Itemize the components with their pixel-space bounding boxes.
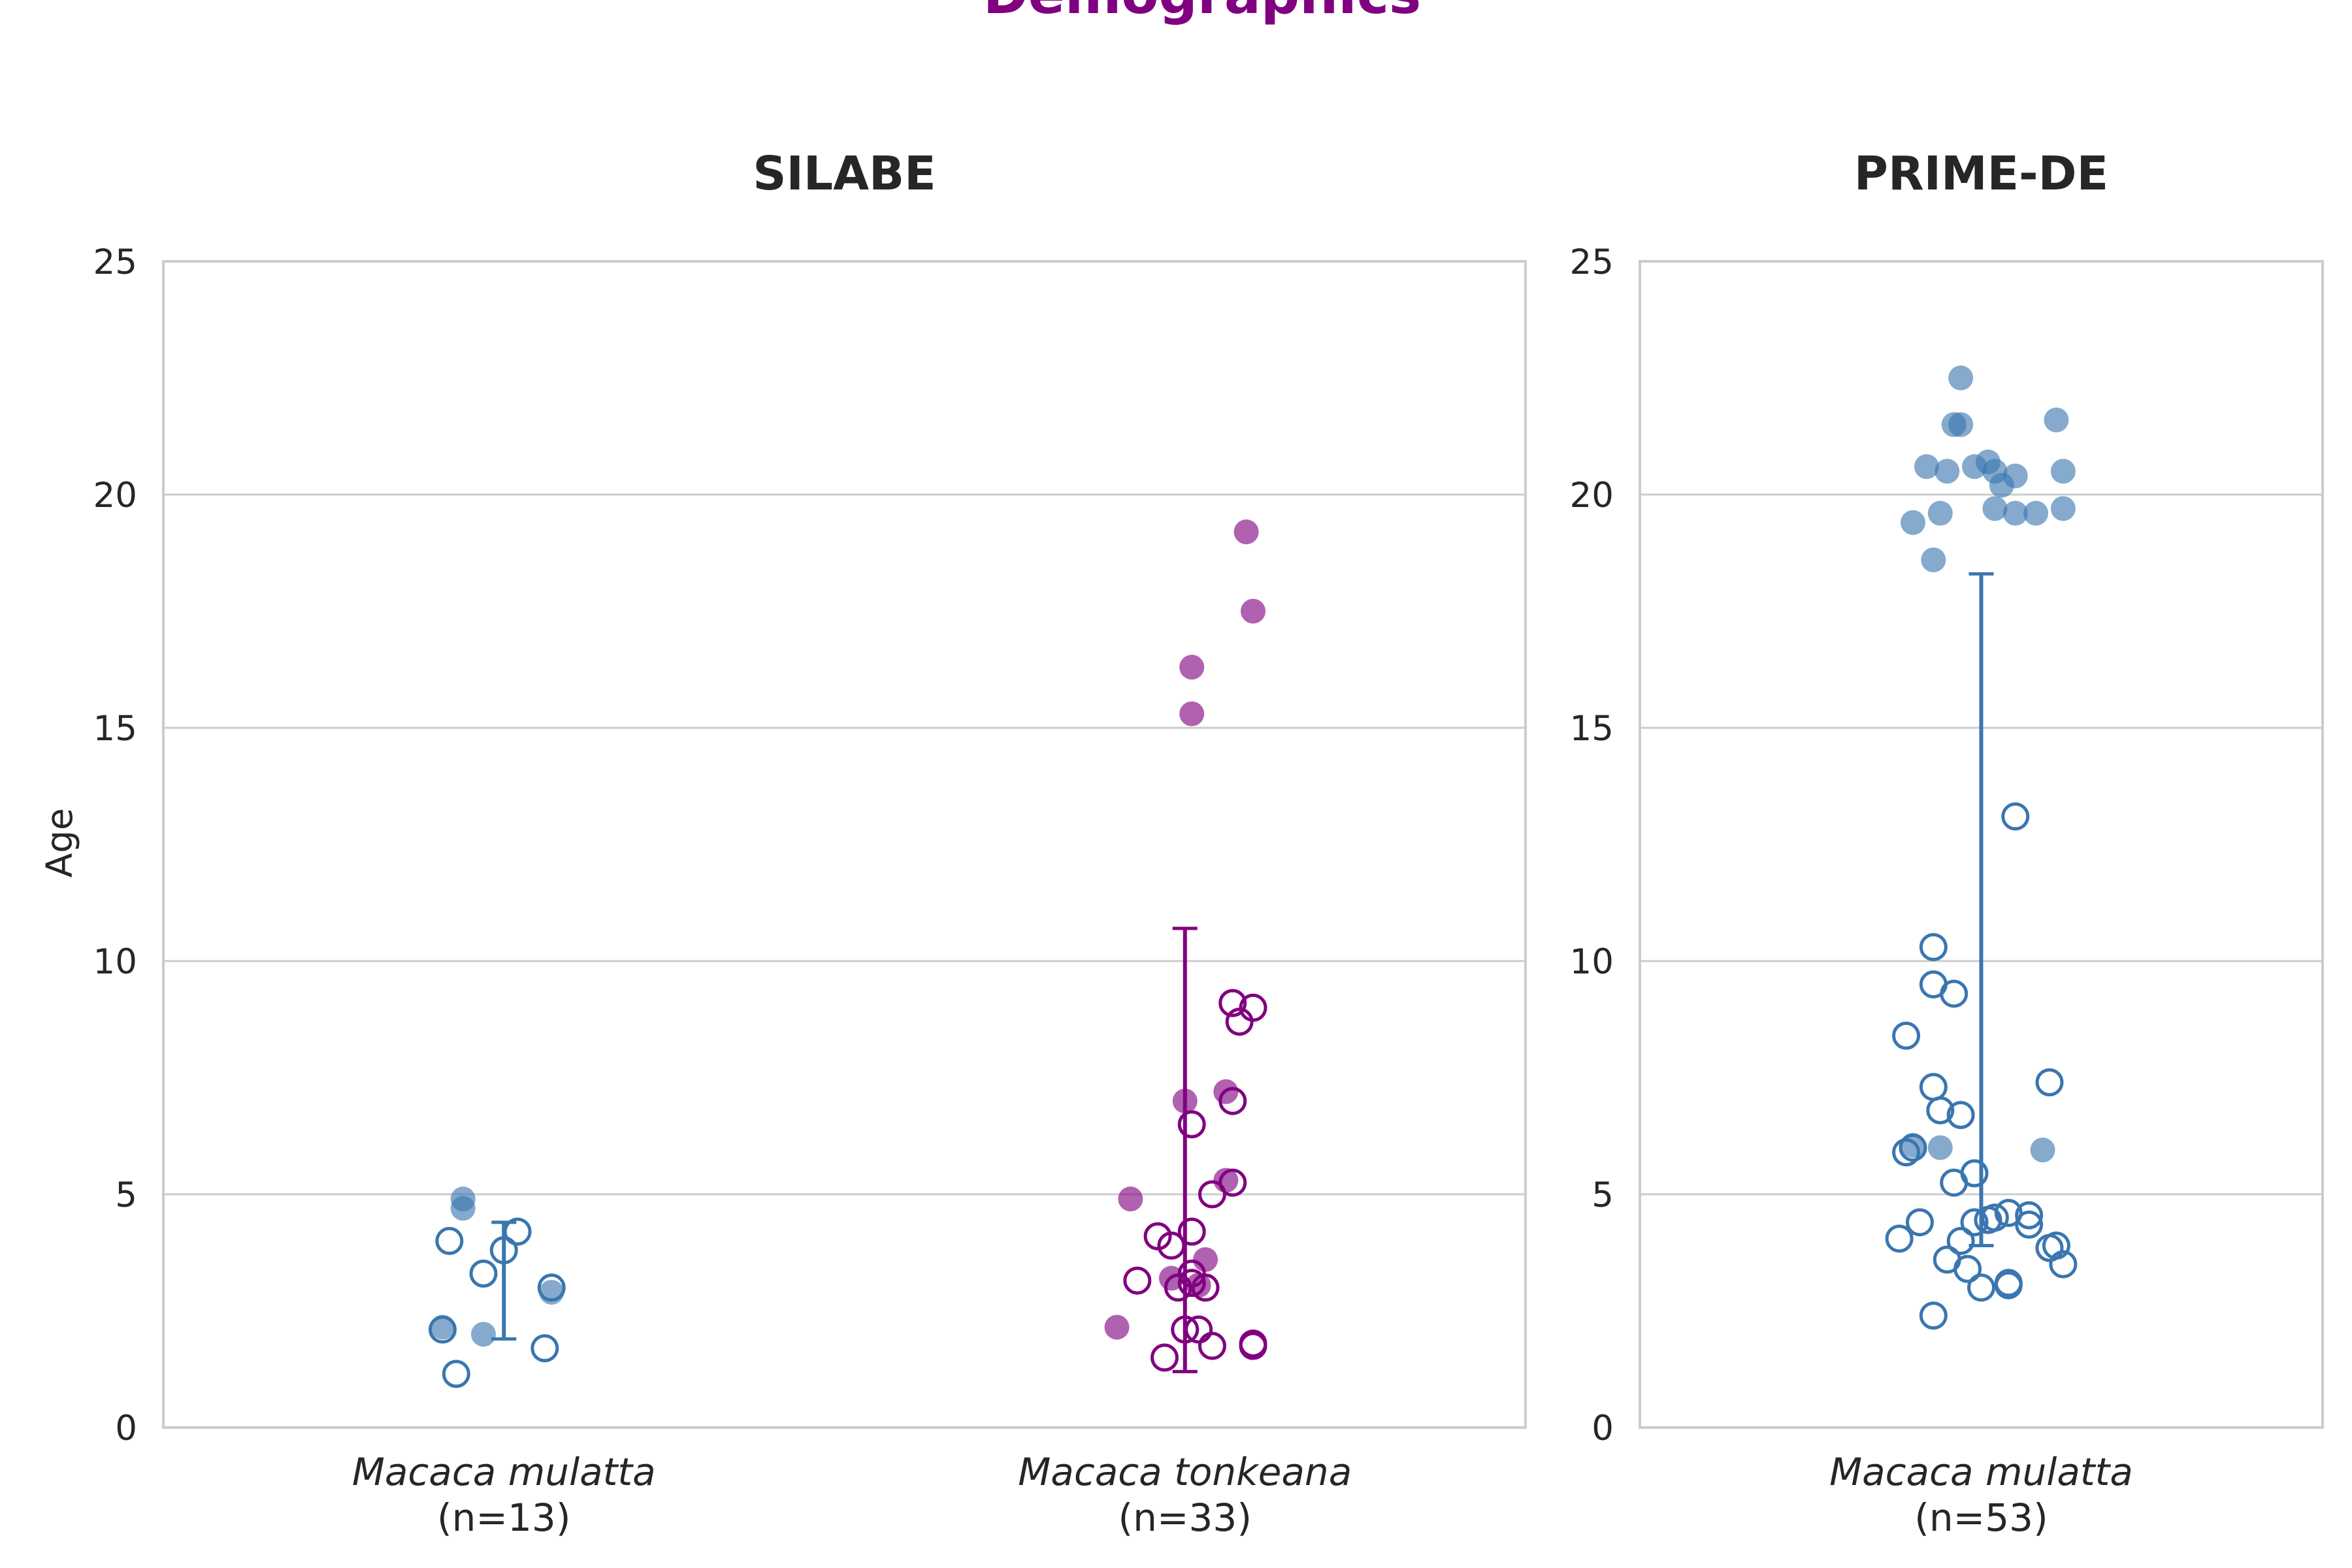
data-point-open [1892,1138,1921,1167]
data-point-open [531,1334,559,1363]
data-point-open [1946,1226,1975,1255]
data-point-open [2001,802,2030,831]
data-point-open [435,1226,464,1255]
data-point-open [1899,1134,1927,1162]
data-point-open [442,1360,470,1388]
y-tick-label: 10 [93,942,137,982]
data-point-filled [1982,496,2008,521]
category-count-label: (n=53) [1914,1495,2048,1540]
data-point-filled [2050,459,2076,484]
panel-prime-de: PRIME-DE 0 5 10 15 20 25 Macaca mulatta(n=53) [1570,146,2324,1540]
data-point-filled [1989,472,2014,498]
data-point-open [469,1259,498,1288]
data-point-open [2015,1201,2044,1230]
y-tick-label: 20 [93,476,137,515]
data-point-filled [1233,519,1259,545]
data-point-open [1946,1101,1975,1130]
data-point-filled [2050,496,2076,521]
data-point-open [1177,1110,1206,1139]
data-point-open [1940,979,1968,1008]
plot-frame [162,260,1527,1429]
data-point-open [1218,1168,1247,1197]
y-tick-label: 15 [93,709,137,749]
category-label-macaca-mulatta: Macaca mulatta [352,1450,656,1494]
data-point-open [1239,1331,1267,1360]
category-count-label: (n=13) [437,1495,570,1540]
data-point-filled [1118,1186,1143,1212]
data-point-filled [1948,412,1974,437]
panel-silabe: SILABE 0 5 10 15 20 25 Macaca mulatta(n=13) Maca… [93,146,1527,1540]
data-point-filled [2030,1137,2055,1163]
y-tick-label: 15 [1570,709,1614,749]
data-point-open [2035,1068,2064,1097]
data-point-filled [1927,500,1953,526]
data-point-open [2035,1233,2064,1262]
category-label-macaca-mulatta: Macaca mulatta [1829,1450,2133,1494]
y-tick-label: 5 [115,1175,137,1215]
data-point-filled [1948,365,1974,391]
data-point-filled [1179,655,1205,680]
data-point-filled [1914,454,1939,480]
category-label-macaca-tonkeana: Macaca tonkeana [1018,1450,1352,1494]
data-point-open [1198,1180,1226,1209]
data-point-open [1919,1301,1948,1330]
data-point-open [2049,1250,2078,1279]
y-axis-label: Age [39,808,80,877]
data-point-open [428,1315,457,1344]
data-point-open [1218,1086,1247,1115]
data-point-open [1926,1096,1955,1124]
data-point-filled [2023,500,2049,526]
data-point-open [1919,933,1948,962]
data-point-filled [1927,1135,1953,1160]
data-point-open [1974,1205,2002,1234]
data-point-open [1919,1073,1948,1102]
data-point-open [2015,1210,2044,1239]
data-point-open [1198,1331,1226,1360]
y-tick-label: 10 [1570,942,1614,982]
y-tick-label: 25 [93,242,137,282]
data-point-open [1892,1021,1921,1050]
data-point-open [1191,1273,1220,1302]
data-point-open [1885,1224,1914,1253]
data-point-open [1940,1168,1968,1197]
category-count-label: (n=33) [1119,1495,1252,1540]
panel-title: SILABE [753,146,936,201]
data-point-open [1225,1007,1254,1036]
data-point-open [1967,1273,1995,1302]
plot-frame [1639,260,2324,1429]
data-point-filled [470,1322,496,1347]
data-point-open [1123,1266,1152,1295]
data-point-open [1994,1199,2023,1228]
data-point-filled [1241,598,1266,624]
data-point-filled [1921,547,1946,572]
y-tick-label: 0 [1592,1409,1614,1448]
data-point-filled [2044,407,2069,433]
panel-title: PRIME-DE [1854,146,2108,201]
data-point-filled [1901,510,1925,535]
data-point-open [1953,1254,1982,1283]
data-point-open [1905,1208,1934,1237]
data-point-filled [1104,1315,1130,1340]
data-point-filled [1179,701,1205,727]
data-point-open [1164,1273,1192,1302]
data-point-filled [1962,454,1987,480]
data-point-filled [2002,500,2028,526]
y-tick-label: 25 [1570,242,1614,282]
y-tick-label: 0 [115,1409,137,1448]
data-point-filled [539,1279,564,1305]
data-point-open [1994,1271,2023,1299]
data-point-filled [430,1315,455,1340]
data-point-open [1177,1217,1206,1246]
figure-title: Demographics [983,0,1422,26]
data-point-filled [1193,1247,1218,1272]
y-tick-label: 5 [1592,1175,1614,1215]
y-tick-label: 20 [1570,476,1614,515]
data-point-filled [1935,459,1960,484]
data-point-open [1150,1343,1179,1372]
data-point-filled [450,1196,476,1221]
data-point-open [1960,1208,1989,1237]
data-point-open [1218,988,1247,1017]
